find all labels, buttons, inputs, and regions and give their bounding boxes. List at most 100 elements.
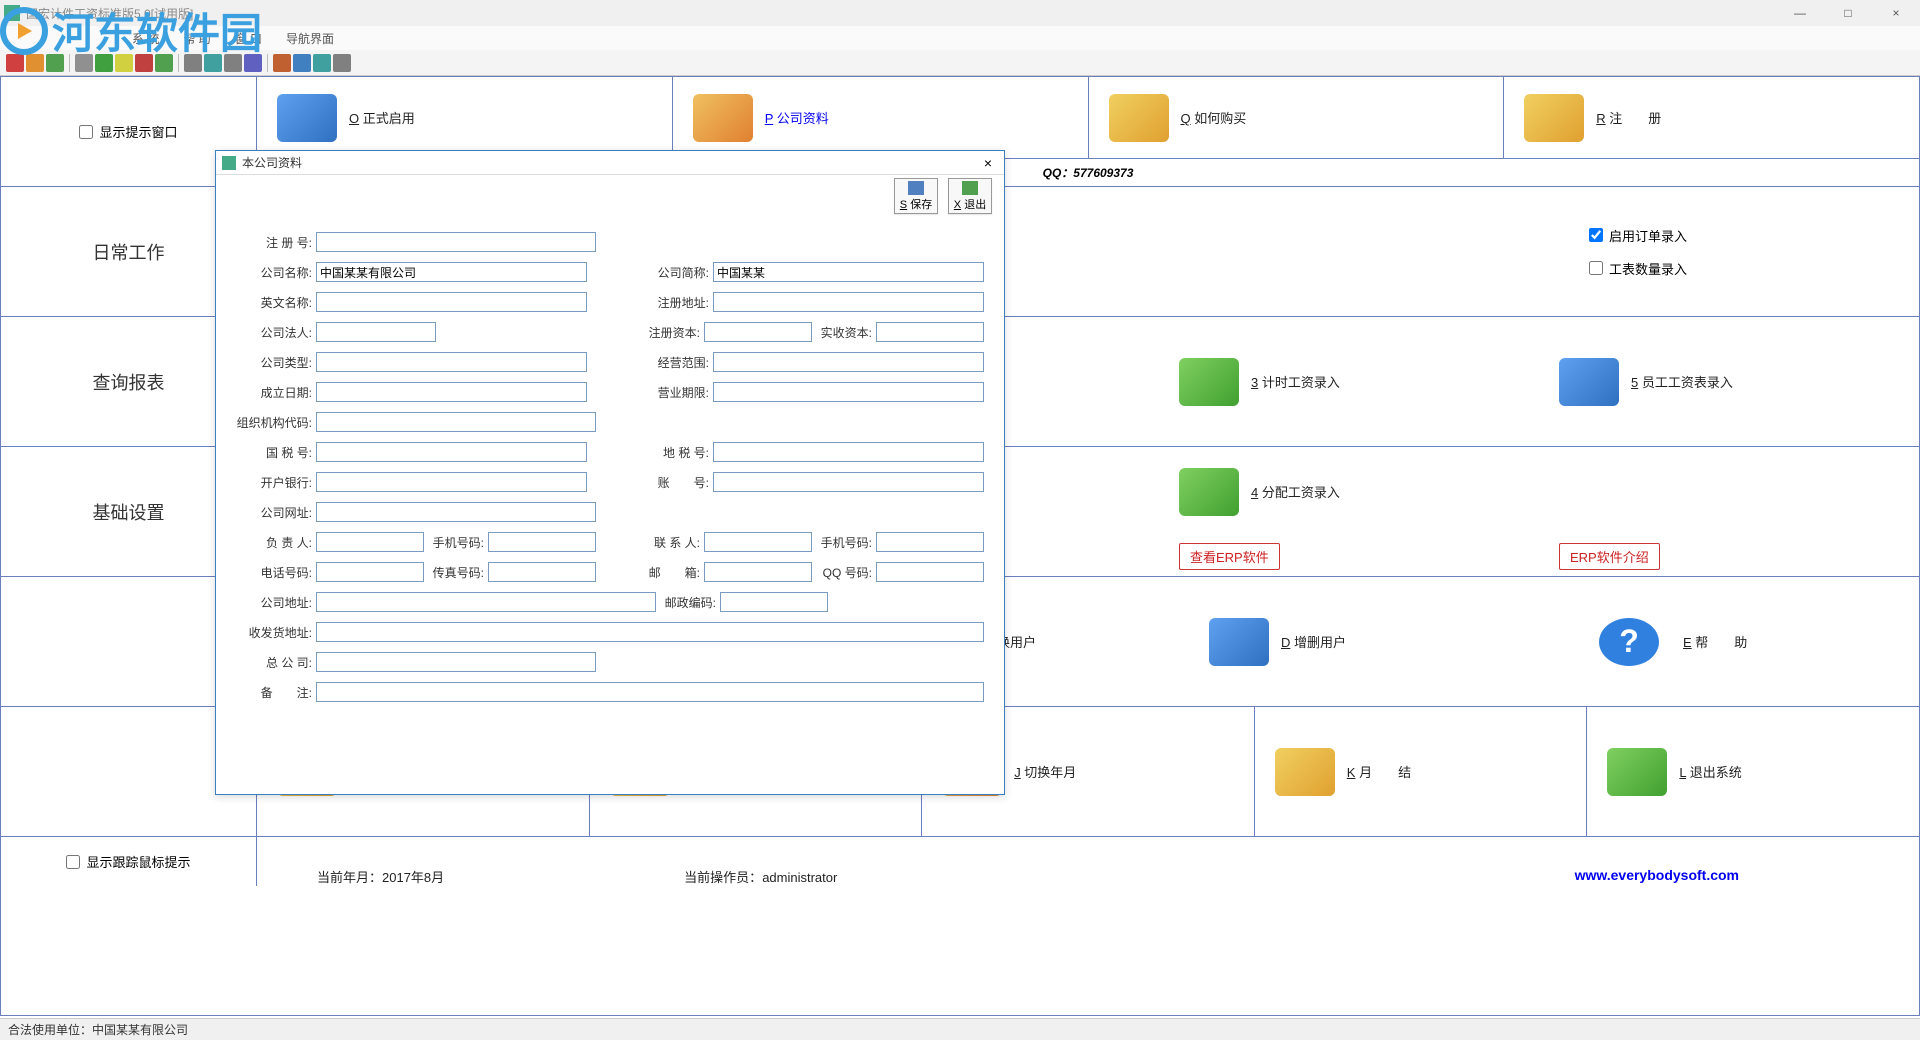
toolbar-icon-1[interactable] [26, 54, 44, 72]
menu-help[interactable]: 帮 助 [183, 30, 210, 47]
alloc-wage-icon [1179, 468, 1239, 516]
current-month: 当前年月：2017年8月 [317, 867, 444, 886]
maximize-button[interactable]: □ [1828, 2, 1868, 24]
toolbar-icon-3[interactable] [75, 54, 93, 72]
exit-button[interactable]: X 退出 [948, 178, 992, 214]
nav-exit[interactable]: L 退出系统 [1587, 707, 1919, 836]
toolbar-icon-0[interactable] [6, 54, 24, 72]
worksheet-qty-checkbox[interactable]: 工表数量录入 [1589, 259, 1919, 278]
show-tip-window-checkbox[interactable]: 显示提示窗口 [79, 122, 177, 141]
bank-input[interactable] [316, 472, 587, 492]
fax-input[interactable] [488, 562, 596, 582]
toolbar-icon-14[interactable] [313, 54, 331, 72]
contact-input[interactable] [704, 532, 812, 552]
en-name-input[interactable] [316, 292, 587, 312]
dialog-close-button[interactable]: × [978, 154, 998, 172]
org-code-input[interactable] [316, 412, 596, 432]
legal-person-input[interactable] [316, 322, 436, 342]
company-type-input[interactable] [316, 352, 587, 372]
remark-input[interactable] [316, 682, 984, 702]
responsible-input[interactable] [316, 532, 424, 552]
qq-input[interactable] [876, 562, 984, 582]
qq-label: QQ： [1043, 164, 1074, 181]
erp-intro-button[interactable]: ERP软件介绍 [1559, 543, 1660, 570]
nav-manage-user[interactable]: D 增删用户 [1209, 618, 1599, 666]
tel-input[interactable] [316, 562, 424, 582]
save-button[interactable]: S 保存 [894, 178, 938, 214]
window-titlebar: 国宏计件工资标准版5.0[试用版] — □ × [0, 0, 1920, 26]
account-input[interactable] [713, 472, 984, 492]
enable-order-checkbox[interactable]: 启用订单录入 [1589, 226, 1919, 245]
toolbar-icon-13[interactable] [293, 54, 311, 72]
nav-alloc-wage[interactable]: 4 分配工资录入 [1179, 468, 1559, 516]
sidebar-basic-settings: 基础设置 [93, 499, 165, 525]
nav-emp-wage-table[interactable]: 5 员工工资表录入 [1559, 358, 1919, 406]
reg-no-input[interactable] [316, 232, 596, 252]
head-office-input[interactable] [316, 652, 596, 672]
toolbar-icon-9[interactable] [204, 54, 222, 72]
toolbar-icon-2[interactable] [46, 54, 64, 72]
sidebar-daily-work: 日常工作 [93, 239, 165, 265]
toolbar-icon-6[interactable] [135, 54, 153, 72]
nav-company-info[interactable]: P 公司资料 [673, 77, 1089, 158]
nav-month-close[interactable]: K 月 结 [1255, 707, 1588, 836]
menu-window[interactable]: 窗 口 [235, 30, 262, 47]
app-icon [4, 5, 20, 21]
toolbar-icon-15[interactable] [333, 54, 351, 72]
nav-how-to-buy[interactable]: Q 如何购买 [1089, 77, 1505, 158]
toolbar-icon-12[interactable] [273, 54, 291, 72]
sidebar-query-report: 查询报表 [93, 369, 165, 395]
toolbar-icon-4[interactable] [95, 54, 113, 72]
minimize-button[interactable]: — [1780, 2, 1820, 24]
reg-capital-input[interactable] [704, 322, 812, 342]
toolbar-icon-11[interactable] [244, 54, 262, 72]
qq-value: 577609373 [1073, 166, 1133, 180]
activate-icon [277, 94, 337, 142]
company-short-input[interactable] [713, 262, 984, 282]
company-name-input[interactable] [316, 262, 587, 282]
website-input[interactable] [316, 502, 596, 522]
reg-addr-input[interactable] [713, 292, 984, 312]
toolbar-icon-5[interactable] [115, 54, 133, 72]
mobile1-input[interactable] [488, 532, 596, 552]
email-input[interactable] [704, 562, 812, 582]
nav-register[interactable]: R 注 册 [1504, 77, 1919, 158]
window-title: 国宏计件工资标准版5.0[试用版] [26, 5, 1780, 22]
ship-addr-input[interactable] [316, 622, 984, 642]
company-form: 注 册 号: 公司名称: 公司简称: 英文名称: 注册地址: 公司法人: 注册资… [216, 217, 1004, 717]
toolbar-icon-8[interactable] [184, 54, 202, 72]
view-erp-button[interactable]: 查看ERP软件 [1179, 543, 1280, 570]
nav-time-wage[interactable]: 3 计时工资录入 [1179, 358, 1559, 406]
toolbar [0, 50, 1920, 76]
menubar: 系 统 帮 助 窗 口 导航界面 [0, 26, 1920, 50]
show-mouse-tip-checkbox[interactable]: 显示跟踪鼠标提示 [66, 852, 190, 871]
website-link[interactable]: www.everybodysoft.com [1575, 867, 1739, 883]
national-tax-input[interactable] [316, 442, 587, 462]
company-icon [693, 94, 753, 142]
nav-help[interactable]: ? E 帮 助 [1599, 618, 1919, 666]
emp-wage-icon [1559, 358, 1619, 406]
mobile2-input[interactable] [876, 532, 984, 552]
close-button[interactable]: × [1876, 2, 1916, 24]
nav-activate[interactable]: O 正式启用 [257, 77, 673, 158]
buy-icon [1109, 94, 1169, 142]
paid-capital-input[interactable] [876, 322, 984, 342]
time-wage-icon [1179, 358, 1239, 406]
dialog-title: 本公司资料 [242, 154, 978, 171]
save-icon [908, 181, 924, 195]
est-date-input[interactable] [316, 382, 587, 402]
postcode-input[interactable] [720, 592, 828, 612]
addr-input[interactable] [316, 592, 656, 612]
menu-nav[interactable]: 导航界面 [286, 30, 334, 47]
current-operator: 当前操作员：administrator [684, 867, 837, 886]
biz-scope-input[interactable] [713, 352, 984, 372]
biz-term-input[interactable] [713, 382, 984, 402]
toolbar-icon-7[interactable] [155, 54, 173, 72]
exit-dialog-icon [962, 181, 978, 195]
exit-icon [1607, 748, 1667, 796]
local-tax-input[interactable] [713, 442, 984, 462]
menu-system[interactable]: 系 统 [132, 30, 159, 47]
toolbar-icon-10[interactable] [224, 54, 242, 72]
company-info-dialog: 本公司资料 × S 保存 X 退出 注 册 号: 公司名称: 公司简称: 英文名… [215, 150, 1005, 795]
manage-user-icon [1209, 618, 1269, 666]
